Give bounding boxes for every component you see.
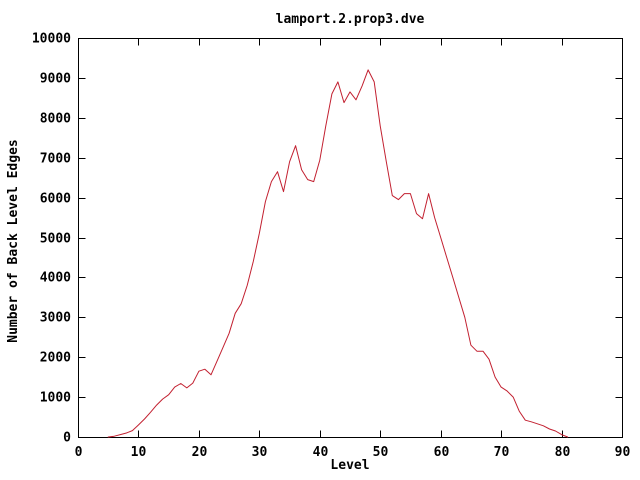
- x-tick-label: 90: [615, 445, 631, 460]
- y-tick-label: 0: [63, 431, 71, 446]
- x-tick-label: 80: [555, 445, 571, 460]
- chart-title: lamport.2.prop3.dve: [275, 12, 425, 27]
- y-tick-label: 9000: [40, 72, 71, 87]
- y-tick-label: 2000: [40, 351, 71, 366]
- y-tick-label: 5000: [40, 232, 71, 247]
- x-tick-label: 70: [494, 445, 510, 460]
- y-tick-label: 8000: [40, 112, 71, 127]
- y-tick-label: 4000: [40, 271, 71, 286]
- x-axis-label: Level: [330, 458, 370, 473]
- x-tick-label: 20: [192, 445, 208, 460]
- y-tick-label: 3000: [40, 311, 71, 326]
- data-line-back-level-edges: [107, 69, 569, 438]
- x-tick-label: 0: [75, 445, 83, 460]
- y-tick-label: 10000: [32, 32, 71, 47]
- y-tick-label: 1000: [40, 391, 71, 406]
- plot-border: [78, 38, 623, 438]
- x-tick-label: 50: [373, 445, 389, 460]
- y-tick-label: 6000: [40, 192, 71, 207]
- x-tick-label: 40: [313, 445, 329, 460]
- y-tick-label: 7000: [40, 152, 71, 167]
- x-tick-label: 10: [131, 445, 147, 460]
- x-tick-label: 30: [252, 445, 268, 460]
- x-tick-label: 60: [434, 445, 450, 460]
